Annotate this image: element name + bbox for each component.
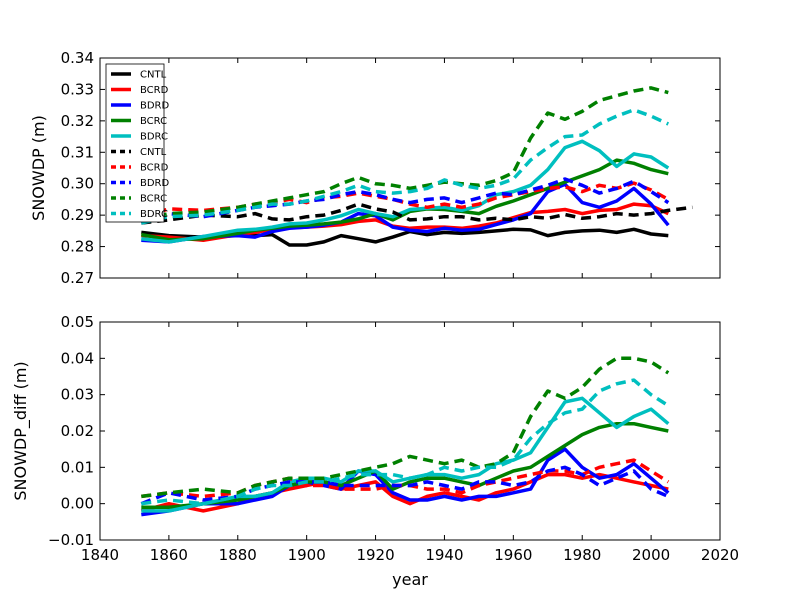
top-y-tick-label: 0.28	[61, 238, 94, 256]
bottom-series-bdrc-dashed	[141, 378, 670, 506]
legend-label: CNTL	[140, 70, 167, 81]
bottom-y-tick-label: 0.02	[61, 422, 94, 440]
legend-entries: CNTL BCRD BDRD BCRC BDRC CNTL BCRD BDRD BCRC BDRC	[111, 70, 170, 220]
top-y-ticks: 0.27 0.28 0.29 0.30 0.31 0.32 0.33 0.34	[61, 49, 720, 287]
top-series-group	[140, 86, 693, 247]
top-series-cntl-dashed	[141, 202, 693, 225]
bottom-axes-frame	[99, 321, 721, 541]
legend-label: BCRC	[140, 194, 167, 205]
bottom-y-tick-label: 0.03	[61, 386, 94, 404]
bottom-y-ticks: −0.01 0.00 0.01 0.02 0.03 0.04 0.05	[48, 313, 720, 549]
bottom-y-tick-label: 0.04	[61, 349, 94, 367]
bottom-series-group	[140, 356, 670, 517]
legend: CNTL BCRD BDRD BCRC BDRC CNTL BCRD BDRD BCRC BDRC	[105, 63, 170, 223]
top-y-tick-label: 0.34	[61, 49, 94, 67]
top-series-bcrd-dashed	[140, 181, 670, 219]
bottom-x-tick-label: 1980	[563, 546, 601, 564]
top-axes-frame	[99, 57, 721, 279]
top-series-bdrd-solid	[141, 182, 670, 244]
legend-label: BDRD	[140, 101, 170, 112]
bottom-y-tick-label: −0.01	[48, 531, 94, 549]
bottom-y-tick-label: 0.00	[61, 495, 94, 513]
bottom-x-ticks: 1840 1860 1880 1900 1920 1940 1960 1980 2000 2020	[81, 322, 739, 564]
top-y-tick-label: 0.29	[61, 206, 94, 224]
legend-label: CNTL	[140, 147, 167, 158]
bottom-x-tick-label: 2000	[632, 546, 670, 564]
bottom-x-tick-label: 1860	[150, 546, 188, 564]
top-series-bcrc-dashed	[140, 86, 669, 222]
bottom-y-tick-label: 0.01	[61, 458, 94, 476]
top-y-tick-label: 0.27	[61, 269, 94, 287]
bottom-y-tick-label: 0.05	[61, 313, 94, 331]
bottom-x-axis-label: year	[392, 570, 428, 589]
bottom-x-tick-label: 1900	[288, 546, 326, 564]
top-y-tick-label: 0.30	[61, 175, 94, 193]
bottom-panel: −0.010.000.010.020.030.040.05 1840 1860 18…	[11, 313, 739, 589]
legend-label: BCRD	[140, 163, 169, 174]
bottom-x-tick-label: 1920	[356, 546, 394, 564]
top-y-tick-label: 0.33	[61, 80, 94, 98]
bottom-x-tick-label: 1880	[219, 546, 257, 564]
top-y-tick-label: 0.32	[61, 112, 94, 130]
bottom-x-tick-label: 2020	[701, 546, 739, 564]
bottom-x-tick-label: 1960	[494, 546, 532, 564]
top-y-axis-label: SNOWDP (m)	[29, 115, 48, 221]
top-series-bdrd-dashed	[140, 177, 670, 225]
bottom-y-axis-label: SNOWDP_diff (m)	[11, 361, 31, 500]
top-y-tick-label: 0.31	[61, 143, 94, 161]
legend-label: BDRC	[140, 132, 168, 143]
top-series-bdrc-dashed	[140, 108, 670, 225]
legend-label: BDRC	[140, 209, 168, 220]
legend-label: BDRD	[140, 178, 170, 189]
top-panel: 0.27 0.28 0.29 0.30 0.31 0.32 0.33 0.34 SNOWDP …	[29, 49, 721, 287]
bottom-series-bcrd-dashed	[141, 458, 670, 499]
bottom-series-bcrc-dashed	[141, 356, 670, 499]
legend-label: BCRC	[140, 116, 167, 127]
bottom-x-tick-label: 1940	[425, 546, 463, 564]
bottom-x-tick-label: 1840	[81, 546, 119, 564]
legend-label: BCRD	[140, 85, 169, 96]
